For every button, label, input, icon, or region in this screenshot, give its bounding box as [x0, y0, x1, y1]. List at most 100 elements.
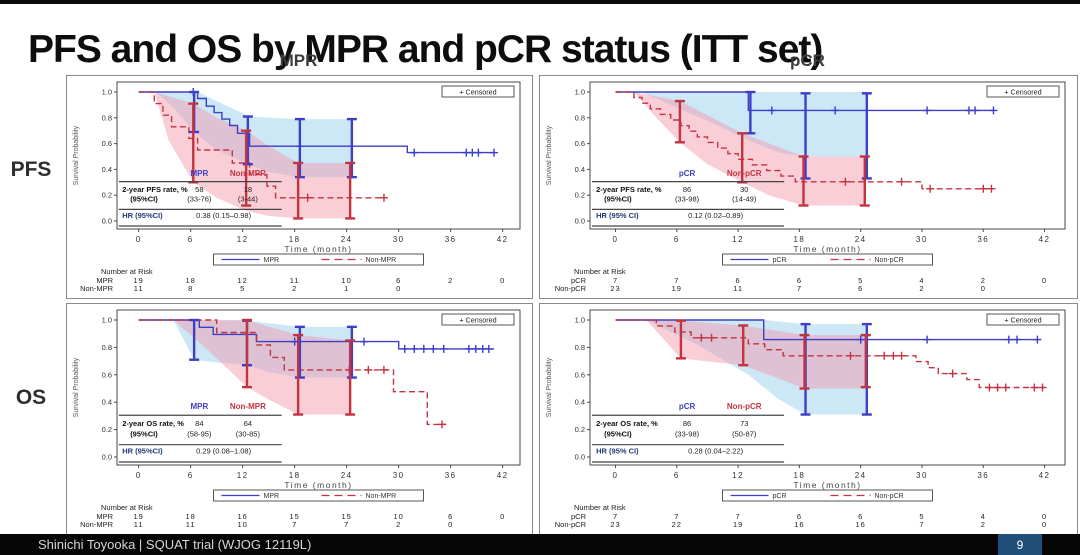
x-tick-label: 42	[1039, 471, 1051, 480]
survival-curve-Non-pCR	[615, 319, 1045, 389]
rate-col1-ci: (33-98)	[675, 195, 700, 204]
x-tick-label: 36	[445, 235, 457, 244]
x-tick-label: 12	[237, 235, 249, 244]
stats-table: 2-year OS rate, %(95%CI) 86(33-98) 73(50-8…	[592, 414, 785, 463]
x-tick-label: 24	[341, 471, 353, 480]
x-tick-label: 18	[793, 235, 805, 244]
x-tick-label: 0	[613, 235, 619, 244]
rate-label-line2: (95%CI)	[130, 195, 158, 204]
risk-value: 11	[290, 276, 300, 285]
survival-curve-Non-MPR	[138, 319, 447, 426]
rate-label-line1: 2-year PFS rate, %	[122, 185, 188, 194]
series-legend: pCR Non-pCR	[722, 253, 933, 266]
risk-value: 12	[237, 276, 247, 285]
confidence-band-Non-pCR	[633, 92, 865, 206]
y-tick-label: 0.0	[102, 217, 112, 226]
risk-table-title: Number at Risk	[101, 503, 153, 512]
risk-value: 16	[237, 512, 247, 521]
x-tick-label: 12	[732, 471, 744, 480]
rate-col1-ci: (33-76)	[187, 195, 212, 204]
censor-marks-Non-pCR	[697, 333, 1047, 392]
rate-col2-value: 30	[740, 185, 748, 194]
x-axis-label: Time (month)	[793, 480, 861, 490]
survival-curve-Non-MPR	[138, 91, 386, 199]
errorbars-pCR	[745, 90, 872, 180]
censored-legend-box	[986, 313, 1060, 326]
rate-label-line1: 2-year OS rate, %	[122, 419, 184, 428]
x-tick-label: 42	[1039, 235, 1051, 244]
top-strip	[0, 0, 1080, 4]
confidence-band-Non-MPR	[173, 320, 351, 415]
row-header-pfs: PFS	[10, 158, 52, 181]
hr-label: HR (95% CI)	[596, 447, 639, 456]
x-tick-label: 12	[237, 471, 249, 480]
x-tick-label: 24	[341, 235, 353, 244]
risk-value: 19	[733, 520, 743, 529]
panel-pfs-pcr: 0.0 0.2 0.4 0.6 0.8 1.0 Survival Probability 0 6…	[539, 75, 1078, 299]
km-chart-os-pcr: 0.0 0.2 0.4 0.6 0.8 1.0 Survival Probability 0 6…	[546, 309, 1066, 529]
panel-os-pcr: 0.0 0.2 0.4 0.6 0.8 1.0 Survival Probability 0 6…	[539, 303, 1078, 535]
x-tick-label: 30	[916, 471, 928, 480]
risk-value: 11	[733, 284, 743, 293]
y-tick-label: 0.8	[102, 343, 112, 352]
stats-table: 2-year OS rate, %(95%CI) 84(58-95) 64(30-8…	[118, 414, 282, 463]
risk-row-label: MPR	[96, 512, 113, 521]
x-tick-label: 36	[445, 471, 457, 480]
panel-pfs-mpr: 0.0 0.2 0.4 0.6 0.8 1.0 Survival Probability 0 6…	[66, 75, 533, 299]
risk-value: 0	[448, 520, 453, 529]
risk-value: 6	[448, 512, 453, 521]
y-tick-label: 0.6	[575, 370, 585, 379]
censor-marks-Non-pCR	[841, 177, 996, 193]
risk-value: 5	[240, 284, 245, 293]
censored-legend-label: + Censored	[1004, 88, 1041, 97]
x-axis-label: Time (month)	[284, 480, 352, 490]
x-tick-label: 0	[136, 471, 142, 480]
y-tick-label: 1.0	[575, 88, 585, 97]
risk-value: 1	[344, 284, 349, 293]
column-header-mpr: MPR	[279, 51, 318, 70]
y-tick-label: 0.6	[102, 370, 112, 379]
stats-table: 2-year PFS rate, %(95%CI) 58(33-76) 18(3-4…	[118, 181, 282, 227]
rate-col1-ci: (33-98)	[675, 429, 700, 438]
x-tick-label: 18	[289, 471, 301, 480]
risk-value: 8	[188, 284, 193, 293]
risk-value: 6	[797, 512, 802, 521]
errorbars-Non-MPR	[188, 102, 356, 220]
legend-item-2: Non-pCR	[875, 257, 904, 264]
series1-label: pCR	[679, 169, 696, 178]
series1-label: MPR	[190, 402, 208, 411]
x-tick-label: 6	[188, 471, 194, 480]
x-tick-label: 12	[732, 235, 744, 244]
rate-col1-value: 86	[683, 419, 691, 428]
x-tick-label: 24	[855, 235, 867, 244]
survival-curve-pCR	[615, 319, 1040, 341]
x-tick-label: 30	[916, 235, 928, 244]
legend-item-1: MPR	[264, 493, 280, 500]
risk-value: 18	[185, 276, 195, 285]
risk-value: 23	[610, 284, 620, 293]
risk-value: 11	[134, 520, 144, 529]
risk-value: 19	[672, 284, 682, 293]
rate-label-line1: 2-year PFS rate, %	[596, 185, 662, 194]
y-tick-label: 0.4	[102, 165, 112, 174]
risk-value: 10	[393, 512, 403, 521]
page-number: 9	[998, 534, 1042, 555]
censor-marks-pCR	[856, 335, 1042, 344]
y-tick-label: 0.0	[575, 453, 585, 462]
risk-table-title: Number at Risk	[101, 267, 153, 276]
y-axis-label: Survival Probability	[546, 357, 553, 417]
series-legend: MPR Non-MPR	[213, 253, 424, 266]
risk-value: 2	[396, 520, 401, 529]
series2-label: Non-MPR	[230, 169, 266, 178]
y-tick-label: 1.0	[102, 316, 112, 325]
x-tick-label: 18	[793, 471, 805, 480]
series-legend: pCR Non-pCR	[722, 489, 933, 502]
panel-os-mpr: 0.0 0.2 0.4 0.6 0.8 1.0 Survival Probability 0 6…	[66, 303, 533, 535]
hr-value: 0.12 (0.02–0.89)	[688, 211, 744, 220]
x-tick-label: 6	[674, 471, 680, 480]
